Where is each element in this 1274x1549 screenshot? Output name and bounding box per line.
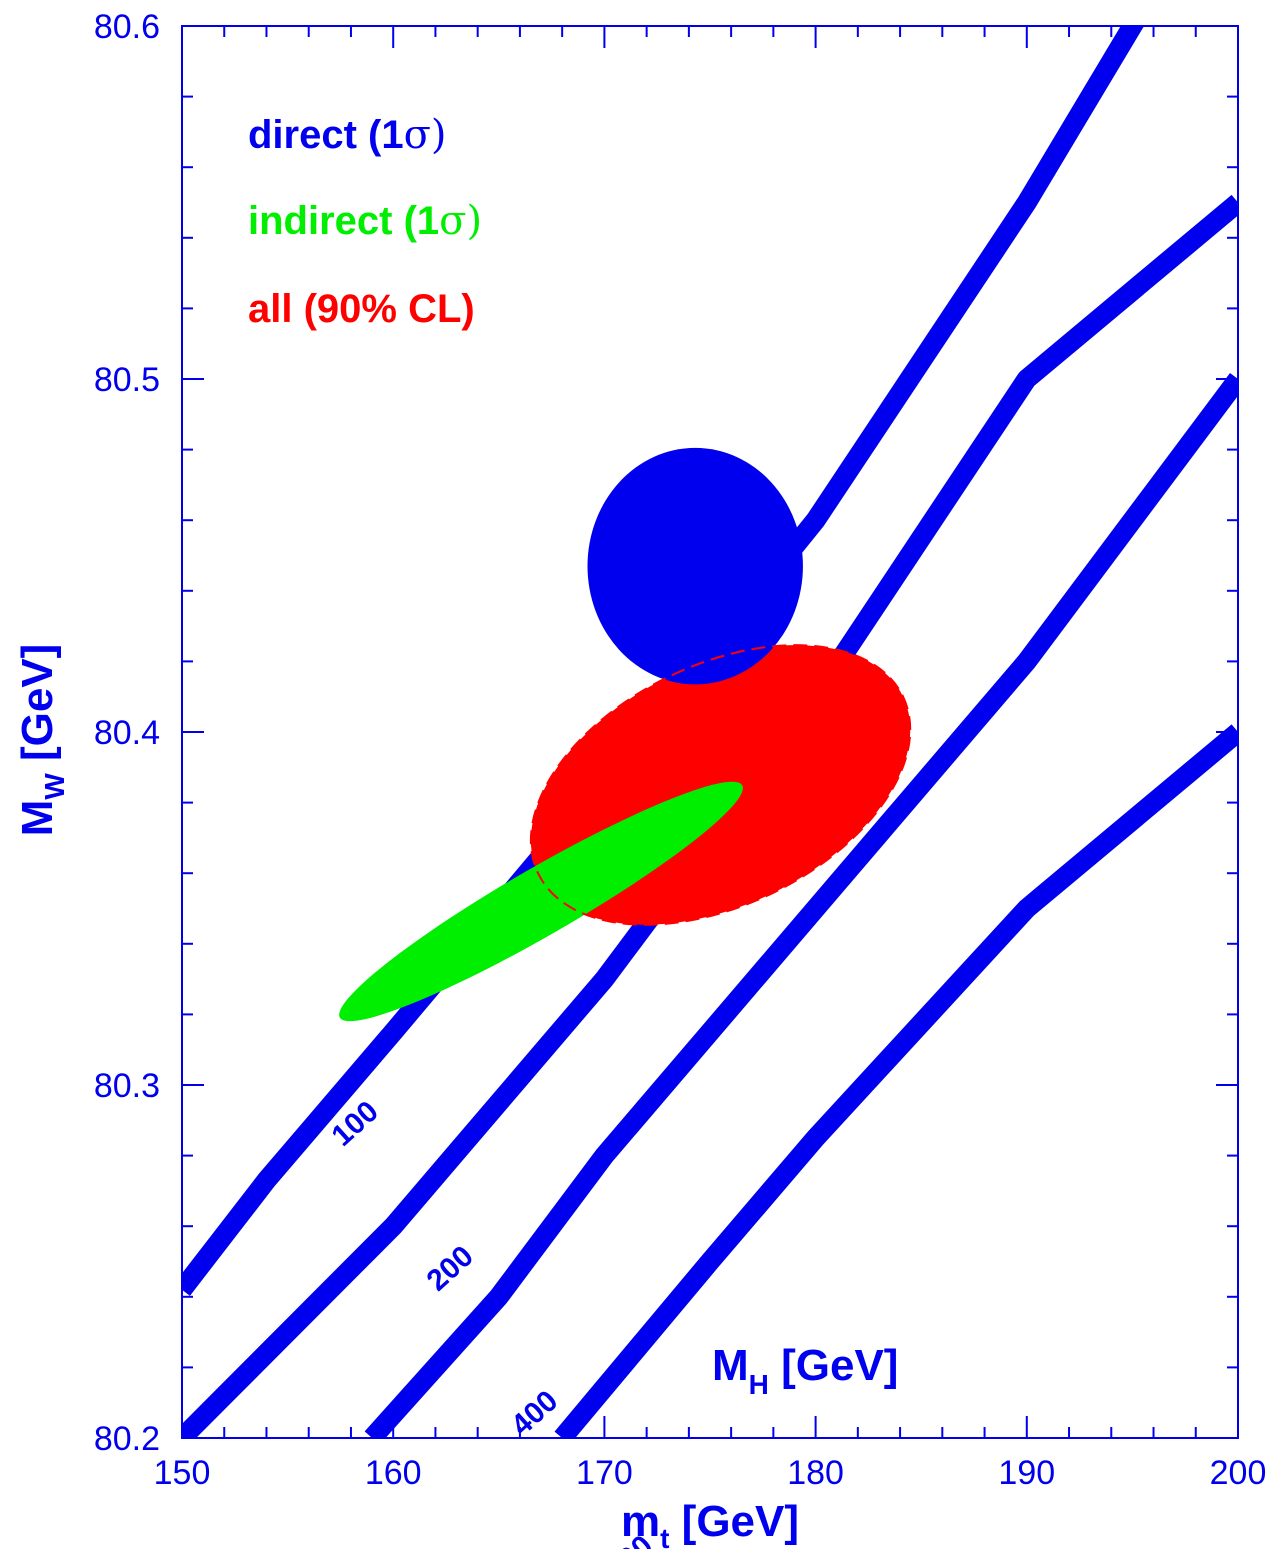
y-tick-label: 80.4 (94, 714, 160, 752)
legend-all: all (90% CL) (248, 287, 475, 331)
mh-band-400 (364, 373, 1238, 1438)
x-axis-title: mt [GeV] (621, 1497, 799, 1549)
axis-ticks: 150 160 170 180 190 200 80.2 80.3 80.4 80.5 80.6 (94, 8, 1267, 1492)
axis-titles: mt [GeV] MW [GeV] (13, 644, 799, 1549)
direct-1sigma-region (587, 447, 803, 685)
x-tick-label: 180 (787, 1454, 844, 1492)
y-tick-label: 80.5 (94, 361, 160, 399)
mh-band-label-200: 200 (421, 1240, 480, 1298)
mh-band-label-400: 400 (505, 1384, 564, 1442)
legend-direct: direct (1σ) (248, 112, 447, 158)
y-tick-label: 80.3 (94, 1067, 160, 1105)
y-tick-label: 80.2 (94, 1420, 160, 1458)
x-tick-label: 160 (365, 1454, 422, 1492)
indirect-1sigma-region (339, 781, 743, 1022)
y-axis-title: MW [GeV] (13, 644, 70, 837)
all-90cl-outline (529, 644, 912, 926)
x-tick-label: 170 (576, 1454, 633, 1492)
mh-band-800 (554, 724, 1238, 1438)
y-tick-label: 80.6 (94, 8, 160, 46)
mh-title: MH [GeV] (712, 1341, 898, 1400)
x-tick-label: 190 (998, 1454, 1055, 1492)
confidence-regions (339, 447, 912, 1022)
legend: direct (1σ) indirect (1σ) all (90% CL) (248, 112, 482, 331)
x-tick-label: 200 (1210, 1454, 1267, 1492)
legend-indirect: indirect (1σ) (248, 198, 482, 244)
x-tick-label: 150 (154, 1454, 211, 1492)
